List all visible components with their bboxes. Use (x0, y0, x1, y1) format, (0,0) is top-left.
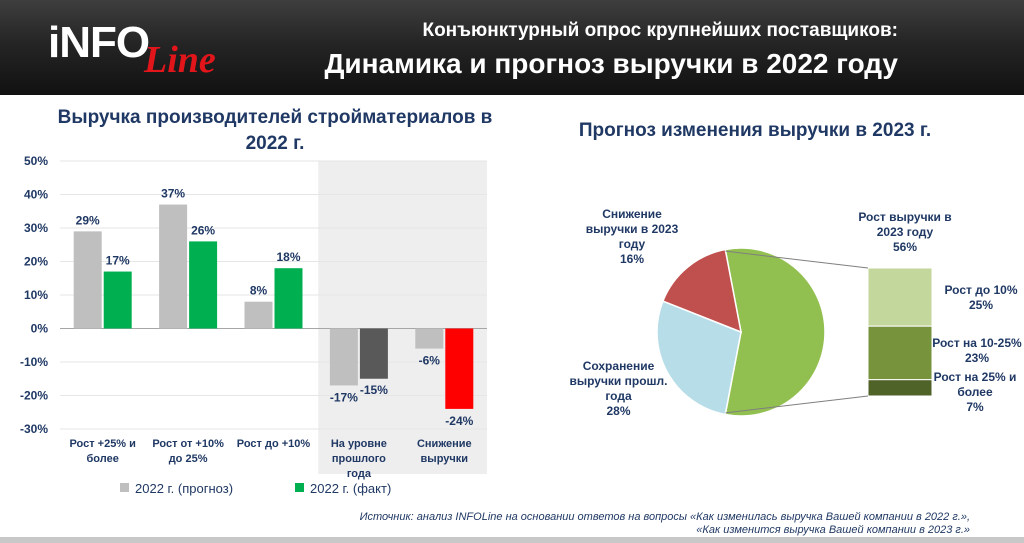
x-category-label: Снижение выручки (416, 438, 472, 465)
bar-prognoz (244, 301, 273, 329)
pie-label-keep: Сохранение выручки прошл. года 28% (566, 359, 671, 419)
legend-swatch-prognoz (120, 483, 129, 492)
breakdown-label-25plus-text: Рост на 25% и более (933, 370, 1017, 399)
x-category-label: Рост +25% и более (69, 438, 136, 465)
y-tick-label: -30% (20, 422, 48, 436)
infoline-logo: iNFO Line (48, 16, 258, 86)
pie-label-decline: Снижение выручки в 2023 году 16% (580, 207, 684, 267)
bar-chart-title: Выручка производителей стройматериалов в… (57, 107, 493, 154)
bar-value-label-fakt: -24% (445, 414, 473, 428)
x-category-label: На уровне прошлого года (330, 438, 387, 480)
breakdown-label-10-25-text: Рост на 10-25% (932, 336, 1022, 350)
source-note: Источник: анализ INFOLine на основании о… (330, 511, 970, 537)
bar-value-label-fakt: 26% (191, 223, 215, 237)
y-tick-label: -20% (20, 389, 48, 403)
logo-script-text: Line (144, 39, 216, 81)
bar-fakt (189, 241, 218, 329)
bar-value-label-fakt: 17% (106, 254, 130, 268)
bottom-strip (0, 537, 1024, 543)
breakdown-label-25plus-value: 7% (966, 400, 984, 414)
pie-label-growth-value: 56% (892, 240, 918, 254)
header-subtitle: Конъюнктурный опрос крупнейших поставщик… (422, 20, 898, 41)
breakdown-label-lt10-text: Рост до 10% (944, 283, 1018, 297)
bar-prognoz (73, 231, 102, 329)
bar-prognoz (415, 328, 444, 349)
bar-value-label-prognoz: -17% (330, 390, 358, 404)
connector-line-top (725, 250, 869, 269)
bar-value-label-fakt: -15% (360, 383, 388, 397)
source-line-2: «Как изменится выручка Вашей компании в … (696, 524, 970, 536)
pie-label-keep-text: Сохранение выручки прошл. года (569, 359, 668, 403)
highlight-band (318, 161, 487, 474)
bar-fakt (103, 271, 132, 329)
breakdown-label-lt10-value: 25% (968, 298, 994, 312)
bar-value-label-prognoz: 8% (250, 284, 268, 298)
y-tick-label: -10% (20, 355, 48, 369)
pie-label-keep-value: 28% (606, 404, 631, 418)
bar-value-label-prognoz: -6% (419, 354, 441, 368)
bar-prognoz (159, 204, 188, 329)
legend-label-fakt: 2022 г. (факт) (310, 481, 392, 496)
breakdown-label-10-25-value: 23% (964, 351, 990, 365)
y-tick-label: 10% (24, 288, 48, 302)
legend-label-prognoz: 2022 г. (прогноз) (135, 481, 234, 496)
y-tick-label: 0% (31, 322, 49, 336)
breakdown-label-lt10: Рост до 10% 25% (937, 283, 1024, 313)
connector-line-bottom (725, 395, 869, 414)
pie-label-decline-value: 16% (619, 252, 645, 266)
breakdown-label-25plus: Рост на 25% и более 7% (930, 370, 1020, 415)
header-title: Динамика и прогноз выручки в 2022 году (324, 48, 898, 79)
legend-item-fakt: 2022 г. (факт) (295, 481, 391, 496)
bar-value-label-fakt: 18% (276, 250, 300, 264)
y-tick-label: 40% (24, 188, 48, 202)
bar-fakt (359, 328, 388, 379)
pie-label-growth-text: Рост выручки в 2023 году (858, 210, 952, 239)
header-banner: iNFO Line Конъюнктурный опрос крупнейших… (0, 0, 1024, 95)
breakdown-segment-10-25 (867, 325, 933, 381)
pie-label-decline-text: Снижение выручки в 2023 году (585, 207, 679, 251)
pie-chart-title: Прогноз изменения выручки в 2023 г. (578, 120, 932, 141)
y-tick-label: 50% (24, 154, 48, 168)
legend-item-prognoz: 2022 г. (прогноз) (120, 481, 233, 496)
x-category-label: Рост от +10% до 25% (152, 438, 224, 465)
bar-fakt (274, 268, 303, 329)
breakdown-segment-lt10 (867, 267, 933, 327)
pie-label-growth: Рост выручки в 2023 году 56% (850, 210, 960, 255)
y-tick-label: 20% (24, 255, 48, 269)
breakdown-segment-25plus (867, 379, 933, 397)
bar-value-label-prognoz: 37% (161, 187, 185, 201)
source-line-1: Источник: анализ INFOLine на основании о… (359, 511, 970, 523)
bar-prognoz (329, 328, 358, 386)
legend-swatch-fakt (295, 483, 304, 492)
bar-value-label-prognoz: 29% (76, 213, 100, 227)
breakdown-label-10-25: Рост на 10-25% 23% (932, 336, 1022, 366)
bar-fakt (445, 328, 474, 409)
x-category-label: Рост до +10% (236, 438, 311, 450)
bar-chart: 50% 40% 30% 20% 10% 0% -10% -20% -30% 29% 17% 37% 26… (20, 154, 487, 474)
logo-main-text: iNFO (48, 18, 150, 67)
pie-slice-growth (724, 247, 826, 417)
y-tick-label: 30% (24, 221, 48, 235)
